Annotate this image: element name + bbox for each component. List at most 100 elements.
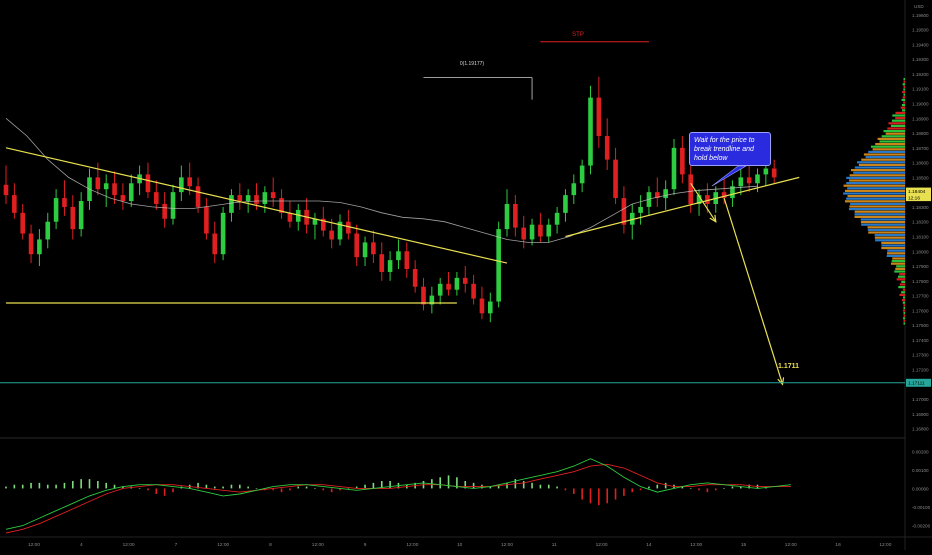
note-pointer [711,165,748,187]
projection-arrow-2 [723,197,785,386]
candle-body [170,192,176,219]
profile-bar [881,135,905,138]
candle-body [579,165,585,184]
candle-body [45,221,51,240]
time-tick-label: 12:00 [217,542,229,548]
profile-bar [902,109,905,112]
candle [195,177,201,213]
time-axis[interactable]: 12:00 4 12:00 7 12:00 8 12:00 9 12:00 10 12:00 11 12… [28,542,892,548]
candle [529,218,535,246]
time-tick-label: 12:00 [501,542,513,548]
candle-body [295,209,301,222]
profile-bar [903,312,905,315]
price-tick-label: 1.18500 [912,175,929,180]
profile-bar [901,98,905,101]
macd-histogram-bar [155,488,158,494]
profile-bar [861,223,905,226]
price-tick-label: 1.19600 [912,13,929,18]
time-tick-label: 12:00 [312,542,324,548]
profile-bar [901,291,905,294]
time-tick-label: 10 [457,542,463,548]
candle-body [429,295,435,305]
candles-layer[interactable] [3,76,777,323]
candle [245,189,251,213]
candle [379,242,385,281]
candle [62,180,67,216]
profile-bar [901,299,905,302]
macd-histogram-bar [598,488,600,506]
candle [713,186,719,213]
profile-bar [872,148,905,151]
candle [462,266,468,293]
target-label: 1.1711 [778,363,799,370]
candle-body [554,212,560,225]
candle-body [496,229,501,302]
candle [204,198,209,240]
profile-bar [899,273,905,276]
price-tick-label: 1.19100 [912,87,929,92]
candle [521,215,526,249]
macd-histogram-bar [230,484,233,489]
candle-body [78,201,84,230]
candle [312,212,318,240]
macd-histogram-bar [213,486,216,489]
candle [337,214,343,246]
profile-bar [900,106,905,109]
note-callout[interactable]: Wait for the price to break trendline an… [689,132,771,166]
profile-bar [903,296,905,299]
candle-body [563,195,568,213]
time-tick-label: 8 [269,542,272,548]
projection-arrow-2-shaft [723,197,784,385]
macd-histogram-bar [280,488,283,493]
macd-histogram-bar [497,484,500,489]
macd-histogram-bar [689,488,692,490]
price-tick-label: 1.19300 [912,57,929,62]
candle-body [462,277,468,284]
candle-body [538,224,543,237]
macd-histogram-bar [531,482,533,489]
macd-histogram-bar [614,488,617,500]
candle-body [671,147,677,190]
price-tick-label: 1.18000 [912,249,929,254]
candle-body [237,195,243,202]
macd-histogram-bar [364,484,366,489]
macd-histogram-bar [147,488,149,491]
price-tick-label: 1.18100 [912,234,929,239]
profile-bar [850,169,905,172]
macd-histogram-bar [113,484,116,489]
candle [404,242,410,278]
candle-body [521,227,526,240]
macd-histogram-bar [547,484,550,489]
candle [454,271,460,296]
volume-profile [843,78,905,325]
macd-histogram-bar [623,488,625,496]
price-tick-label: 1.19500 [912,28,929,33]
candle [95,162,101,196]
drawings-layer[interactable] [0,41,905,386]
price-tick-label: 1.17400 [912,338,929,343]
time-tick-label: 12:00 [690,542,702,548]
macd-histogram-bar [472,482,475,489]
profile-bar [899,293,905,296]
price-scale[interactable]: 1.19600 1.19500 1.19400 1.19300 1.19200 1.191… [906,4,931,529]
profile-bar [848,208,905,211]
macd-histogram-bar [339,488,341,491]
candle-body [471,283,476,299]
candle-body [404,251,410,270]
candle [70,195,76,240]
candle-body [746,177,752,184]
profile-bar [854,210,905,213]
candle [28,224,34,264]
candle-body [379,254,385,272]
profile-bar [903,80,905,83]
price-tick-label: 1.17000 [912,397,929,402]
candle [362,236,368,267]
macd-histogram-bar [589,488,592,504]
ascending-trendline [565,176,800,238]
candle [78,192,84,237]
macd-histogram-bar [38,482,41,489]
price-tick-label: 1.18600 [912,161,929,166]
profile-bar [895,111,905,114]
